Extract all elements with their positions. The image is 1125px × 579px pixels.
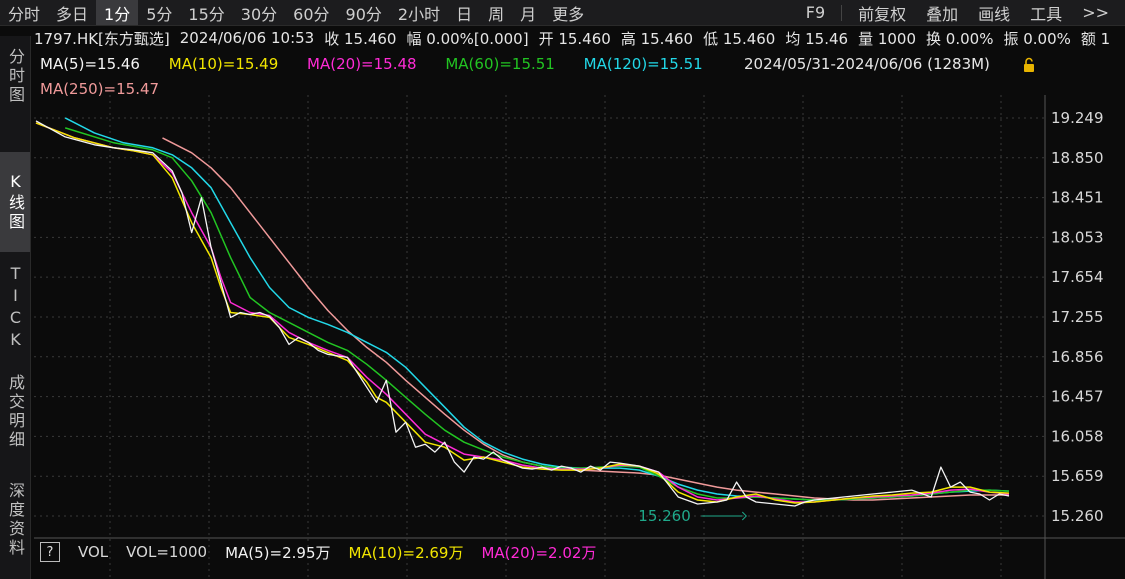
low-label: 低 15.460: [703, 29, 776, 48]
y-tick-label: 17.255: [1051, 308, 1104, 326]
vol-title: VOL: [78, 543, 109, 561]
vol-ma20: MA(20)=2.02万: [481, 543, 597, 562]
period-tab[interactable]: 更多: [552, 4, 585, 24]
side-tab-label: 分时图: [6, 47, 25, 105]
change-label: 幅 0.00%[0.000]: [406, 29, 529, 48]
ma60-line: [64, 127, 1010, 501]
y-tick-label: 15.659: [1051, 467, 1104, 485]
side-tab[interactable]: 成交明细: [0, 362, 30, 462]
volume-label: 量 1000: [858, 29, 917, 48]
avg-label: 均 15.46: [785, 29, 849, 48]
ma10-legend: MA(10)=15.49: [168, 55, 279, 73]
toolbar-divider: [841, 4, 843, 21]
tool-button[interactable]: 画线: [978, 4, 1011, 24]
tool-button[interactable]: 叠加: [926, 4, 959, 24]
side-tab[interactable]: TICK: [0, 258, 30, 358]
ma5-line: [35, 120, 1010, 507]
y-tick-label: 18.451: [1051, 189, 1104, 207]
period-tab[interactable]: 月: [520, 4, 537, 24]
tool-button[interactable]: 工具: [1030, 4, 1063, 24]
period-tab[interactable]: 周: [488, 4, 505, 24]
period-tab[interactable]: 5分: [146, 4, 173, 24]
lock-icon[interactable]: [1021, 57, 1037, 73]
close-label: 收 15.460: [324, 29, 397, 48]
date-range-label: 2024/05/31-2024/06/06 (1283M): [744, 55, 990, 73]
ma120-line: [64, 117, 1010, 501]
side-tabs: 分时图 K线图 TICK 成交明细深度资料: [0, 36, 31, 579]
ma-legend: MA(5)=15.46 MA(10)=15.49 MA(20)=15.48 MA…: [40, 55, 727, 75]
period-tab[interactable]: 2小时: [397, 4, 441, 24]
ma20-line: [35, 122, 1010, 503]
tool-button[interactable]: 前复权: [858, 4, 907, 24]
y-tick-label: 15.260: [1051, 507, 1104, 525]
period-tab[interactable]: 60分: [293, 4, 330, 24]
period-tab[interactable]: 90分: [345, 4, 382, 24]
y-tick-label: 16.457: [1051, 388, 1104, 406]
ma60-legend: MA(60)=15.51: [445, 55, 555, 73]
annotation-label: 15.260: [638, 507, 691, 525]
datetime-label: 2024/06/06 10:53: [179, 29, 315, 47]
period-tab[interactable]: 30分: [240, 4, 278, 24]
y-tick-label: 18.850: [1051, 149, 1104, 167]
amplitude-label: 振 0.00%: [1003, 29, 1071, 48]
amount-label: 额 1: [1080, 29, 1111, 48]
ma250-legend-row: MA(250)=15.47: [40, 80, 159, 98]
vol-value: VOL=1000: [126, 543, 208, 561]
y-tick-label: 16.058: [1051, 427, 1104, 445]
ma10-line: [35, 122, 1010, 504]
period-tab[interactable]: 多日: [56, 4, 89, 24]
period-tab[interactable]: 1分: [96, 0, 139, 25]
ma5-legend: MA(5)=15.46: [40, 55, 140, 73]
vol-ma5: MA(5)=2.95万: [225, 543, 331, 562]
period-tabs: 分时 多日 1分 5分 15分 30分 60分 90分 2小时日周月更多: [0, 0, 592, 25]
ma250-line: [162, 137, 1009, 501]
y-tick-label: 16.856: [1051, 348, 1104, 366]
ma20-legend: MA(20)=15.48: [307, 55, 417, 73]
ma250-legend: MA(250)=15.47: [40, 80, 160, 98]
vol-ma10: MA(10)=2.69万: [348, 543, 464, 562]
side-tab[interactable]: 分时图: [0, 36, 30, 116]
side-tab-label: TICK: [6, 264, 25, 352]
annotation-arrow-head: [741, 511, 747, 521]
quote-info-row: 1797.HK[东方甄选] 2024/06/06 10:53 收 15.460 …: [34, 27, 1125, 49]
period-tab[interactable]: 分时: [8, 4, 41, 24]
tool-button[interactable]: F9: [805, 3, 826, 22]
toolbar: 分时 多日 1分 5分 15分 30分 60分 90分 2小时日周月更多 F9 前复权 叠加 画线 工具…: [0, 0, 1125, 26]
side-tab-label: 成交明细: [6, 374, 25, 450]
ma120-legend: MA(120)=15.51: [583, 55, 703, 73]
y-tick-label: 18.053: [1051, 228, 1104, 246]
side-tab[interactable]: 深度资料: [0, 470, 30, 570]
side-tab-label: K线图: [6, 172, 25, 232]
open-label: 开 15.460: [538, 29, 611, 48]
y-tick-label: 17.654: [1051, 268, 1104, 286]
kline-chart[interactable]: 19.249 18.850 18.451 18.053 17.654 17.255 16.8…: [34, 0, 1125, 579]
period-tab[interactable]: 15分: [188, 4, 225, 24]
volume-legend: ? VOL VOL=1000 MA(5)=2.95万 MA(10)=2.69万 …: [40, 541, 614, 563]
symbol-label: 1797.HK[东方甄选]: [34, 29, 170, 48]
high-label: 高 15.460: [620, 29, 694, 48]
y-tick-label: 19.249: [1051, 109, 1104, 127]
help-icon[interactable]: ?: [40, 542, 60, 562]
toolbar-tools: F9 前复权 叠加 画线 工具 >>: [796, 0, 1119, 25]
side-tab[interactable]: K线图: [0, 152, 30, 252]
tool-button[interactable]: >>: [1082, 3, 1109, 22]
period-tab[interactable]: 日: [456, 4, 473, 24]
turnover-label: 换 0.00%: [926, 29, 994, 48]
side-tab-label: 深度资料: [6, 482, 25, 558]
